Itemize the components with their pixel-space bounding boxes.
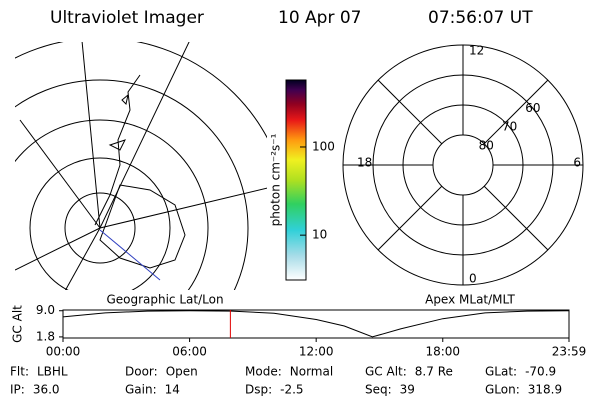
info-value: Open — [166, 365, 198, 379]
date: 10 Apr 07 — [278, 8, 361, 28]
info-label: Dsp: — [245, 383, 272, 397]
x-tick-label: 23:59 — [552, 345, 587, 359]
colorbar — [285, 79, 307, 281]
mlt-line — [483, 79, 549, 145]
magnetic-map — [342, 44, 584, 286]
left-map-label: Geographic Lat/Lon — [106, 293, 223, 307]
x-tick-label: 18:00 — [425, 345, 460, 359]
info-value: 39 — [400, 383, 415, 397]
track — [99, 229, 161, 281]
mlt-label: 6 — [573, 156, 581, 170]
mlt-label: 0 — [469, 272, 477, 286]
info-label: GC Alt: — [365, 365, 407, 379]
info-value: 36.0 — [33, 383, 60, 397]
info-label: Mode: — [245, 365, 282, 379]
info-label: GLon: — [485, 383, 520, 397]
geographic-map — [15, 42, 267, 290]
right-map-label: Apex MLat/MLT — [425, 293, 515, 307]
info-label: Gain: — [125, 383, 157, 397]
plot-frame — [62, 309, 570, 339]
altitude-line — [62, 310, 570, 338]
mlt-line — [377, 185, 443, 251]
info-value: -2.5 — [280, 383, 303, 397]
info-label: Door: — [125, 365, 158, 379]
colorbar-tick-label: 100 — [312, 139, 335, 153]
y-tick-label: 9.0 — [36, 303, 55, 317]
lat-label: 70 — [502, 120, 517, 134]
mlt-line — [483, 185, 549, 251]
info-label: Seq: — [365, 383, 392, 397]
time: 07:56:07 UT — [428, 8, 533, 28]
info-value: LBHL — [37, 365, 68, 379]
x-tick-label: 06:00 — [172, 345, 207, 359]
info-value: 8.7 Re — [415, 365, 453, 379]
lat-label: 60 — [525, 101, 540, 115]
lat-label: 80 — [479, 139, 494, 153]
info-value: -70.9 — [525, 365, 556, 379]
info-label: Flt: — [10, 365, 29, 379]
y-tick-label: 1.8 — [36, 329, 55, 343]
info-value: 318.9 — [528, 383, 562, 397]
colorbar-label: photon cm⁻²s⁻¹ — [269, 133, 283, 226]
mlt-line — [377, 79, 443, 145]
info-label: IP: — [10, 383, 25, 397]
x-tick-label: 00:00 — [46, 345, 81, 359]
colorbar-tick-label: 10 — [312, 228, 327, 242]
title: Ultraviolet Imager — [50, 8, 204, 28]
info-value: Normal — [290, 365, 333, 379]
mlt-label: 12 — [469, 44, 484, 58]
info-label: GLat: — [485, 365, 517, 379]
coastline — [94, 74, 186, 269]
x-tick-label: 12:00 — [299, 345, 334, 359]
y-axis-label: GC Alt — [11, 305, 25, 343]
mlt-label: 18 — [357, 156, 372, 170]
info-value: 14 — [165, 383, 180, 397]
